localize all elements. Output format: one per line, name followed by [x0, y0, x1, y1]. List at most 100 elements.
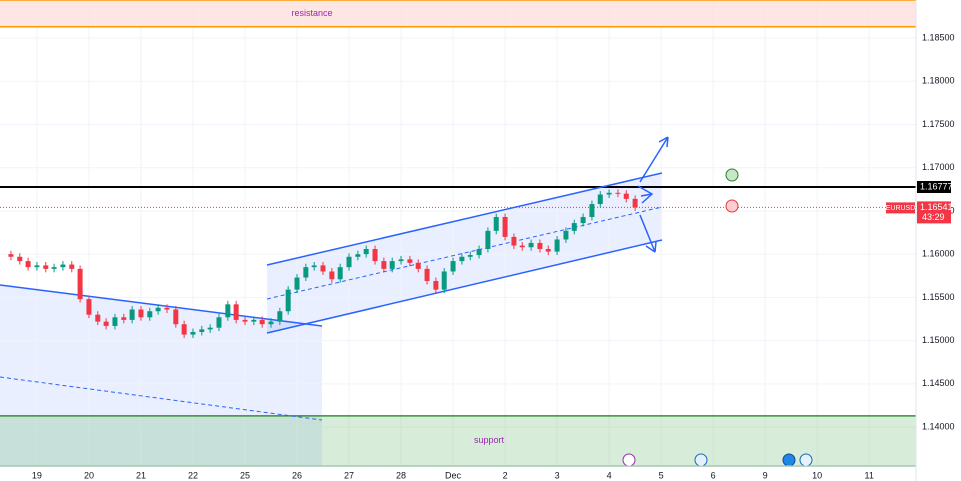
candle-body: [129, 309, 135, 320]
x-tick-label: 2: [503, 470, 508, 480]
candle-body: [363, 248, 369, 255]
countdown-label: 43:29: [922, 212, 945, 222]
event-icon[interactable]: [782, 453, 796, 467]
x-tick-label: 9: [763, 470, 768, 480]
candle-body: [242, 319, 248, 322]
candle-body: [199, 329, 205, 332]
stop-marker: [725, 199, 739, 213]
x-tick-label: 26: [292, 470, 302, 480]
candle-body: [528, 242, 534, 248]
candle-body: [155, 307, 161, 312]
x-tick-label: 11: [865, 470, 874, 480]
zone-label: support: [474, 435, 505, 445]
candle-body: [433, 280, 439, 290]
x-tick-label: 21: [136, 470, 146, 480]
candle-body: [138, 309, 144, 318]
candle-body: [164, 307, 170, 310]
candle-body: [415, 262, 421, 269]
trendline: [0, 284, 323, 327]
candle-body: [407, 259, 413, 263]
zone-label: resistance: [291, 8, 332, 18]
candle-body: [69, 264, 75, 269]
event-icon[interactable]: [694, 453, 708, 467]
candle-body: [173, 309, 179, 325]
x-tick-label: 3: [555, 470, 560, 480]
event-icon[interactable]: [622, 453, 636, 467]
x-tick-label: 4: [607, 470, 612, 480]
y-tick-label: 1.18500: [922, 32, 955, 42]
candle-body: [537, 242, 543, 249]
candle-body: [77, 268, 83, 300]
candle-body: [225, 304, 231, 318]
x-tick-label: 25: [240, 470, 250, 480]
y-tick-label: 1.15000: [922, 335, 955, 345]
symbol-label: EURUSD: [886, 205, 916, 212]
candle-body: [606, 192, 612, 195]
candle-body: [303, 267, 309, 278]
candle-body: [580, 217, 586, 224]
candle-body: [121, 317, 127, 320]
trendline: [266, 206, 663, 300]
arrow: [639, 214, 657, 253]
candle-body: [17, 256, 23, 262]
candle-body: [294, 277, 300, 290]
candle-body: [190, 331, 196, 335]
x-tick-label: 28: [396, 470, 406, 480]
price-line-tag: [917, 181, 951, 194]
candle-body: [459, 256, 465, 262]
candle-body: [623, 193, 629, 199]
candle-body: [511, 236, 517, 246]
candle-body: [311, 265, 317, 268]
candle-body: [285, 289, 291, 312]
candle-body: [259, 319, 265, 325]
x-tick-label: 5: [659, 470, 664, 480]
candle-body: [450, 261, 456, 272]
y-tick-label: 1.14500: [922, 378, 955, 388]
candle-body: [467, 255, 473, 257]
target-marker: [725, 168, 739, 182]
arrow: [639, 136, 669, 183]
channel-fill: [267, 173, 662, 333]
candle-body: [103, 321, 109, 326]
y-tick-label: 1.16000: [922, 249, 955, 259]
symbol-tag: [886, 202, 915, 214]
candle-body: [519, 245, 525, 248]
candle-body: [545, 248, 551, 252]
price-line-label: 1.16777: [920, 181, 953, 191]
trendline: [266, 239, 663, 334]
candle-body: [95, 314, 101, 322]
x-tick-label: 6: [711, 470, 716, 480]
candle-body: [502, 217, 508, 237]
y-tick-label: 1.14000: [922, 421, 955, 431]
drawings: [0, 173, 662, 466]
x-tick-label: 19: [32, 470, 42, 480]
candle-body: [112, 317, 118, 326]
candle-body: [563, 230, 569, 240]
y-tick-label: 1.15500: [922, 292, 955, 302]
x-tick-label: 10: [812, 470, 822, 480]
candle-body: [389, 261, 395, 269]
event-icon[interactable]: [799, 453, 813, 467]
trendline: [266, 172, 663, 266]
candle-body: [372, 248, 378, 262]
candle-body: [60, 264, 66, 268]
candle-body: [597, 194, 603, 205]
candle-body: [43, 265, 49, 269]
candle-body: [554, 239, 560, 252]
channel-fill: [0, 285, 322, 466]
candle-body: [268, 321, 274, 325]
candle-body: [381, 261, 387, 269]
candle-body: [424, 268, 430, 281]
candle-body: [346, 256, 352, 268]
candle-body: [320, 265, 326, 272]
candle-body: [493, 217, 499, 231]
x-tick-label: 22: [188, 470, 198, 480]
candle-body: [25, 261, 31, 268]
candle-body: [216, 317, 222, 328]
candle-body: [589, 204, 595, 218]
candle-body: [337, 267, 343, 280]
candle-body: [86, 299, 92, 315]
candle-body: [181, 324, 187, 335]
